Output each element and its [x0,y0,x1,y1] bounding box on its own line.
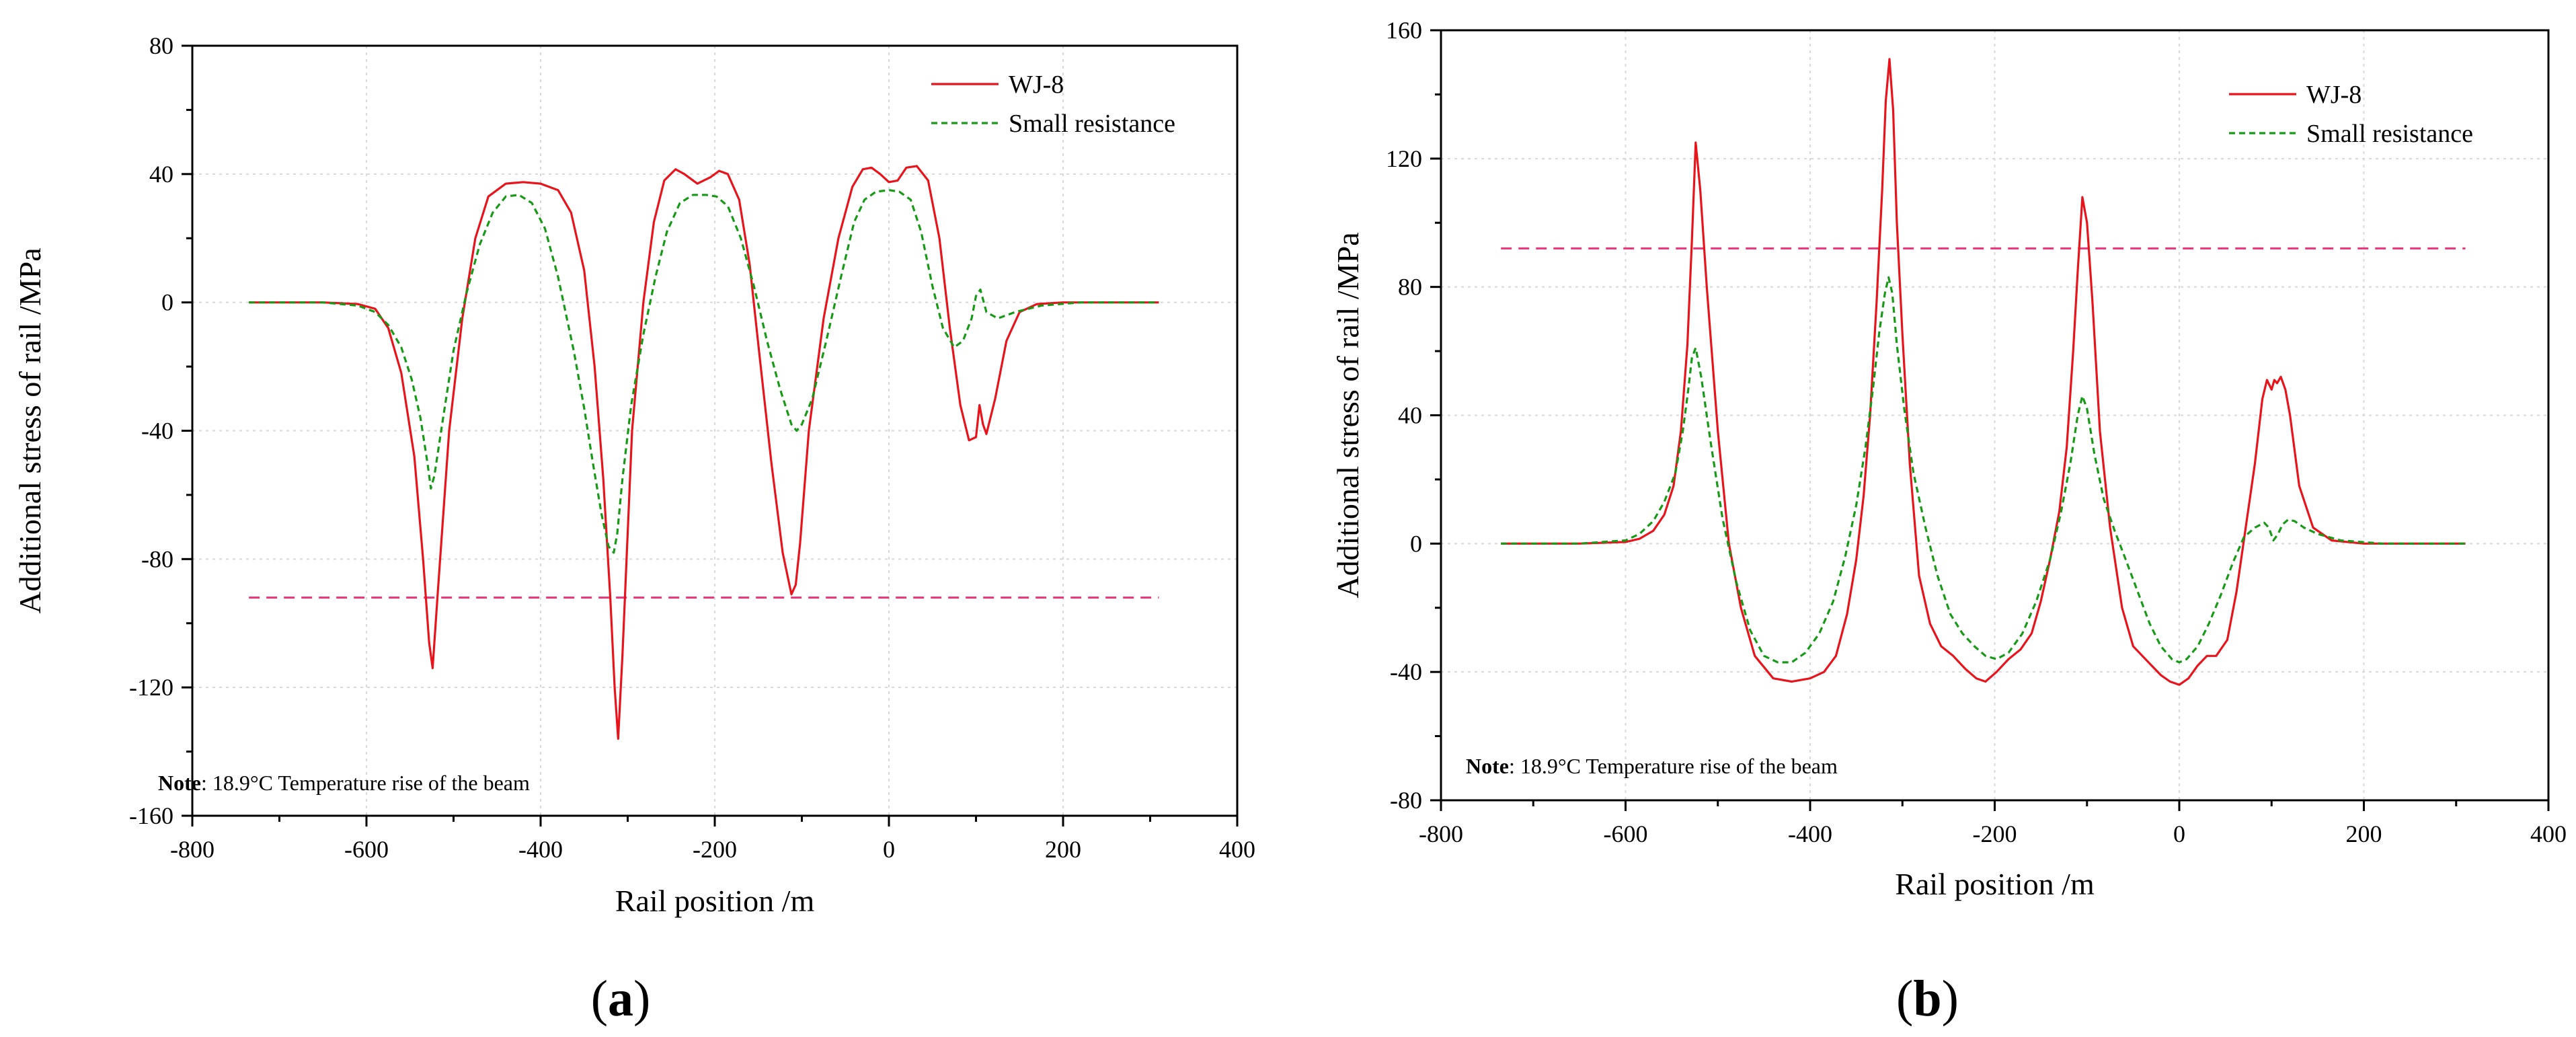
y-tick-label: 0 [161,289,173,316]
series-line-small-resistance [249,189,1159,554]
y-tick-label: -40 [141,418,173,445]
note-annotation: Note: 18.9°C Temperature rise of the bea… [158,771,530,795]
legend: WJ-8 Small resistance [931,71,1175,138]
y-tick-label: 80 [149,32,173,59]
x-tick-label: 200 [2346,820,2382,847]
x-tick-label: 200 [1045,836,1081,863]
y-tick-label: 40 [149,161,173,188]
chart-panel-b: -800 -600 -400 -200 0 200 400-80-4004080120160… [1331,17,2567,1027]
series-line-wj8 [249,165,1159,740]
x-tick-label: -200 [693,836,737,863]
panel-letter-b: b [1913,970,1941,1027]
y-axis-label: Additional stress of rail /MPa [1331,232,1365,598]
y-tick-label: 0 [1410,530,1422,557]
note-label: Note [1466,754,1509,778]
legend: WJ-8 Small resistance [2229,81,2473,148]
note-label: Note [158,771,201,795]
x-tick-label: -200 [1973,820,2017,847]
y-tick-label: -160 [129,802,173,829]
x-tick-label: 0 [2173,820,2185,847]
legend-label-small-resistance: Small resistance [2306,120,2473,148]
x-tick-label: 0 [883,836,895,863]
x-tick-label: 400 [2530,820,2567,847]
y-tick-label: 160 [1386,17,1422,44]
x-tick-label: -400 [518,836,563,863]
note-text: : 18.9°C Temperature rise of the beam [1509,754,1838,778]
axis-ticks: -800 -600 -400 -200 0 200 400-160-120-80-40040… [129,32,1255,863]
x-tick-label: -600 [1604,820,1648,847]
note-annotation: Note: 18.9°C Temperature rise of the bea… [1466,754,1838,778]
series-layer [1501,58,2466,686]
y-tick-label: 80 [1398,274,1422,301]
y-tick-label: 40 [1398,402,1422,429]
panel-label-a: (a) [591,970,651,1027]
y-tick-label: -120 [129,674,173,701]
panel-letter-a: a [608,970,633,1027]
legend-label-small-resistance: Small resistance [1009,110,1175,138]
series-layer [249,165,1159,740]
x-tick-label: -400 [1788,820,1832,847]
y-tick-label: -80 [1390,787,1422,814]
y-tick-label: 120 [1386,145,1422,172]
note-text: : 18.9°C Temperature rise of the beam [201,771,530,795]
series-line-small-resistance [1501,276,2466,664]
x-axis-label: Rail position /m [615,884,815,918]
legend-label-wj8: WJ-8 [1009,71,1064,99]
legend-label-wj8: WJ-8 [2306,81,2362,109]
x-axis-label: Rail position /m [1895,867,2095,901]
y-tick-label: -40 [1390,658,1422,685]
chart-panel-a: -800 -600 -400 -200 0 200 400-160-120-80-40040… [13,32,1255,1027]
x-tick-label: -600 [344,836,389,863]
panel-label-b: (b) [1896,970,1959,1027]
x-tick-label: -800 [170,836,214,863]
x-tick-label: 400 [1219,836,1255,863]
y-axis-label: Additional stress of rail /MPa [13,247,47,613]
x-tick-label: -800 [1419,820,1463,847]
y-tick-label: -80 [141,545,173,572]
